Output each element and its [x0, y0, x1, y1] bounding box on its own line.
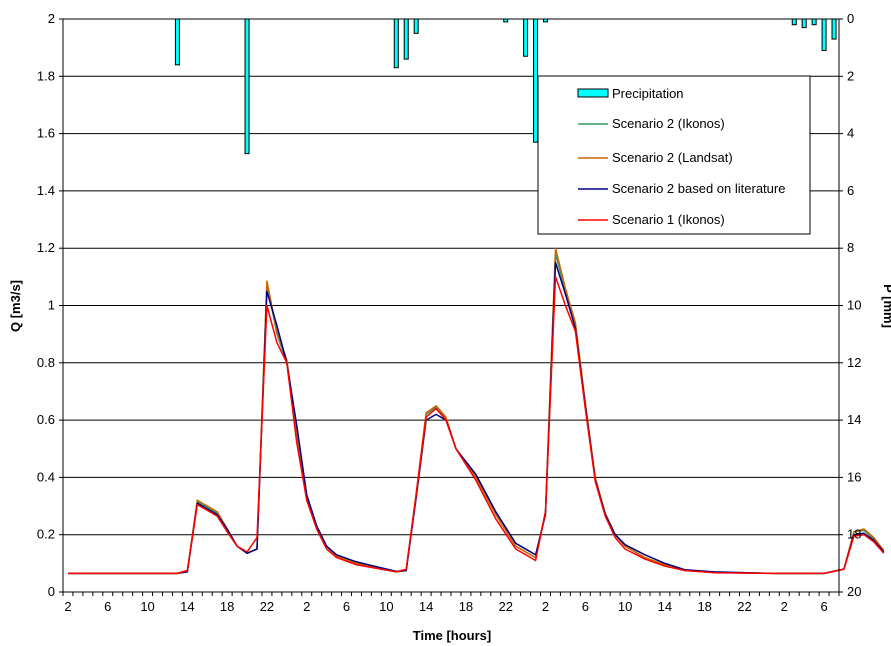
series-line-0 [68, 253, 885, 575]
x-tick-label: 14 [419, 599, 433, 614]
x-tick-label: 22 [260, 599, 274, 614]
y2-tick-label: 4 [847, 126, 854, 141]
precipitation-bar [791, 18, 797, 26]
x-tick-label: 18 [220, 599, 234, 614]
precipitation-bar [533, 18, 539, 143]
precipitation-bar [503, 18, 509, 23]
y2-axis-title: P [mm] [881, 284, 891, 328]
legend-swatch-precipitation [577, 88, 609, 98]
precipitation-bar [831, 18, 837, 40]
legend-item-precipitation: Precipitation [577, 86, 684, 101]
y2-tick-label: 6 [847, 183, 854, 198]
y-tick-label: 1.8 [37, 68, 55, 83]
x-tick-label: 22 [498, 599, 512, 614]
x-tick-label: 22 [737, 599, 751, 614]
y2-tick-label: 16 [847, 469, 861, 484]
y2-tick-label: 18 [847, 527, 861, 542]
x-tick-label: 10 [140, 599, 154, 614]
y-tick-label: 2 [48, 11, 55, 26]
left-axis-tick-labels: 0 0.2 0.4 0.6 0.8 1 1.2 1.4 1.6 1.8 2 [37, 11, 55, 599]
y2-tick-label: 10 [847, 298, 861, 313]
precipitation-bars [174, 18, 837, 155]
legend-label-series-0: Scenario 2 (Ikonos) [612, 116, 725, 131]
precipitation-bar [174, 18, 180, 66]
y-axis-title: Q [m3/s] [8, 280, 23, 332]
y2-tick-label: 8 [847, 240, 854, 255]
y-tick-label: 0.2 [37, 527, 55, 542]
precipitation-bar [523, 18, 529, 57]
y-tick-label: 0 [48, 584, 55, 599]
precipitation-bar [801, 18, 807, 29]
legend: Precipitation Scenario 2 (Ikonos) Scenar… [537, 75, 811, 235]
precipitation-bar [543, 18, 549, 23]
y-tick-label: 1.2 [37, 240, 55, 255]
x-tick-label: 14 [658, 599, 672, 614]
y2-tick-label: 14 [847, 412, 861, 427]
legend-label-series-2: Scenario 2 based on literature [612, 181, 785, 196]
x-tick-label: 18 [697, 599, 711, 614]
precipitation-bar [413, 18, 419, 34]
x-tick-label: 10 [618, 599, 632, 614]
series-line-3 [68, 276, 885, 575]
x-tick-label: 6 [343, 599, 350, 614]
series-line-1 [68, 247, 885, 575]
y2-tick-label: 20 [847, 584, 861, 599]
x-tick-label: 6 [582, 599, 589, 614]
legend-item-series-2: Scenario 2 based on literature [578, 181, 785, 196]
right-axis-tick-labels: 0 2 4 6 8 10 12 14 16 18 20 [847, 11, 861, 599]
y-tick-label: 0.4 [37, 469, 55, 484]
series-lines [68, 247, 885, 575]
axes [59, 18, 843, 596]
y-tick-label: 1 [48, 298, 55, 313]
legend-item-series-1: Scenario 2 (Landsat) [578, 150, 733, 165]
legend-item-series-3: Scenario 1 (Ikonos) [578, 212, 725, 227]
legend-label-series-1: Scenario 2 (Landsat) [612, 150, 733, 165]
x-axis-tick-labels: 2 6 10 14 18 22 2 6 10 14 18 22 2 6 10 14 18 22 2 6 [64, 599, 827, 614]
precipitation-bar [393, 18, 399, 69]
y-tick-label: 1.4 [37, 183, 55, 198]
y2-tick-label: 0 [847, 11, 854, 26]
x-tick-label: 10 [379, 599, 393, 614]
precipitation-bar [403, 18, 409, 60]
legend-label-precipitation: Precipitation [612, 86, 684, 101]
x-tick-label: 18 [459, 599, 473, 614]
x-tick-label: 2 [64, 599, 71, 614]
precipitation-bar [821, 18, 827, 52]
x-axis-title: Time [hours] [413, 628, 492, 643]
y2-tick-label: 12 [847, 355, 861, 370]
y-tick-label: 0.8 [37, 355, 55, 370]
series-line-2 [68, 261, 885, 575]
x-tick-label: 2 [781, 599, 788, 614]
legend-label-series-3: Scenario 1 (Ikonos) [612, 212, 725, 227]
x-tick-label: 6 [104, 599, 111, 614]
x-tick-label: 14 [180, 599, 194, 614]
precipitation-bar [811, 18, 817, 26]
x-tick-label: 2 [542, 599, 549, 614]
x-tick-label: 6 [820, 599, 827, 614]
precipitation-bar [244, 18, 250, 155]
y-tick-label: 0.6 [37, 412, 55, 427]
legend-item-series-0: Scenario 2 (Ikonos) [578, 116, 725, 131]
x-tick-label: 2 [303, 599, 310, 614]
y-tick-label: 1.6 [37, 126, 55, 141]
y2-tick-label: 2 [847, 68, 854, 83]
legend-box [537, 75, 811, 235]
